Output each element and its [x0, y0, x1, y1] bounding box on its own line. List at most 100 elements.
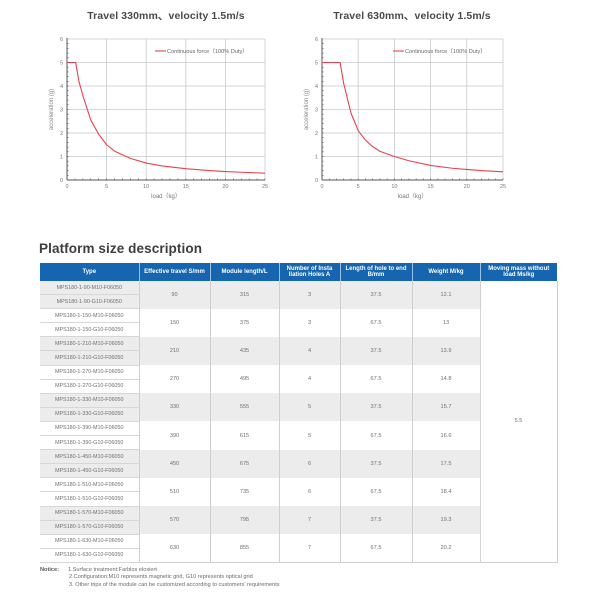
- cell-hole-end: 37.5: [340, 449, 413, 478]
- cell-holes: 7: [279, 506, 341, 535]
- x-tick-label: 0: [65, 184, 68, 190]
- cell-travel: 330: [139, 393, 211, 422]
- cell-length: 735: [210, 477, 280, 506]
- table-row: MPS180-1-630-G10-F06050: [40, 548, 557, 563]
- col-header-length: Module length/L: [210, 263, 280, 281]
- y-tick-label: 6: [315, 37, 318, 43]
- cell-weight: 20.2: [412, 534, 481, 563]
- cell-hole-end: 37.5: [340, 281, 413, 309]
- cell-holes: 4: [279, 365, 341, 394]
- cell-travel: 390: [139, 421, 211, 450]
- platform-size-table: Type Effective travel S/mm Module length…: [40, 263, 558, 563]
- table-row: MPS180-1-90-M10-F06050 90 315 3 37.5 12.1 5.5: [40, 281, 558, 563]
- y-tick-label: 3: [315, 108, 318, 114]
- table-header-row: Type Effective travel S/mm Module length…: [40, 263, 557, 281]
- table-row: MPS180-1-450-G10-F06050: [40, 463, 557, 479]
- cell-hole-end: 37.5: [340, 506, 413, 535]
- notice-item: 2.Configuration:M10 represents magnetic …: [69, 574, 253, 581]
- cell-travel: 450: [139, 449, 211, 478]
- cell-weight: 13: [412, 308, 481, 337]
- table-row: MPS180-1-390-M10-F06050 390 615 5 67.5 16.6: [40, 421, 557, 450]
- col-header-holes: Number of Insta llation Holes A: [279, 263, 341, 281]
- cell-type: MPS180-1-570-G10-F06050: [40, 520, 140, 535]
- notice-item: 1.Surface treatment:Farblos eloxiert: [68, 567, 157, 573]
- cell-hole-end: 67.5: [340, 365, 413, 394]
- cell-length: 855: [210, 534, 280, 563]
- cell-length: 315: [210, 281, 280, 309]
- cell-type: MPS180-1-150-G10-F06050: [40, 322, 140, 338]
- chart-title-330: Travel 330mm、velocity 1.5m/s: [87, 10, 245, 22]
- cell-type: MPS180-1-90-G10-F06050: [40, 294, 140, 310]
- table-row: MPS180-1-630-M10-F06050 630 855 7 67.5 20.2: [40, 534, 557, 563]
- y-tick-label: 0: [315, 178, 318, 184]
- cell-type: MPS180-1-270-G10-F06050: [40, 379, 140, 394]
- x-tick-label: 20: [222, 184, 228, 190]
- table-row: MPS180-1-150-M10-F06050 150 375 3 67.5 13: [40, 308, 557, 337]
- table-row: MPS180-1-450-M10-F06050 450 675 6 37.5 17.5: [40, 449, 557, 478]
- cell-travel: 90: [139, 281, 211, 309]
- section-title: Platform size description: [39, 241, 203, 256]
- cell-holes: 4: [279, 336, 341, 366]
- cell-holes: 5: [279, 421, 341, 450]
- cell-holes: 3: [279, 308, 341, 337]
- cell-holes: 6: [279, 477, 341, 506]
- cell-length: 555: [210, 393, 280, 422]
- cell-weight: 19.3: [412, 506, 481, 535]
- cell-weight: 17.5: [412, 449, 481, 478]
- y-axis-label: acceleration (g): [304, 89, 310, 130]
- x-tick-label: 15: [183, 184, 189, 190]
- table-row: MPS180-1-510-M10-F06050 510 735 6 67.5 18.4: [40, 477, 557, 506]
- y-tick-label: 5: [60, 61, 63, 67]
- acceleration-chart-630: 0 5 10 15 20 25 0 1 2 3 4 5 6 load（kg） acceleration (g…: [304, 37, 506, 200]
- table-row: MPS180-1-270-G10-F06050: [40, 379, 557, 394]
- curve-continuous-force: [322, 61, 504, 173]
- x-tick-label: 20: [464, 184, 470, 190]
- cell-hole-end: 37.5: [340, 336, 413, 366]
- cell-weight: 13.9: [412, 336, 481, 366]
- x-axis-label: load（kg）: [398, 193, 428, 200]
- x-tick-label: 10: [143, 184, 149, 190]
- table-row: MPS180-1-510-G10-F06050: [40, 491, 557, 507]
- col-header-moving-mass: Moving mass without load Ms/kg: [480, 263, 557, 281]
- cell-length: 795: [210, 506, 280, 535]
- cell-type: MPS180-1-630-M10-F06050: [40, 534, 140, 549]
- table-row: MPS180-1-330-G10-F06050: [40, 407, 557, 422]
- x-tick-label: 15: [428, 184, 434, 190]
- cell-type: MPS180-1-210-M10-F06050: [40, 336, 140, 352]
- cell-holes: 7: [279, 534, 341, 563]
- x-tick-label: 0: [320, 184, 323, 190]
- cell-weight: 18.4: [412, 477, 481, 506]
- table-row: MPS180-1-570-M10-F06050 570 795 7 37.5 19.3: [40, 506, 557, 535]
- cell-travel: 270: [139, 365, 211, 394]
- y-tick-label: 2: [60, 131, 63, 137]
- cell-type: MPS180-1-150-M10-F06050: [40, 308, 140, 324]
- cell-type: MPS180-1-390-M10-F06050: [40, 421, 140, 437]
- cell-weight: 12.1: [412, 281, 481, 309]
- table-row: MPS180-1-210-G10-F06050: [40, 350, 557, 366]
- table-row: MPS180-1-570-G10-F06050: [40, 520, 557, 535]
- x-axis-label: load（kg）: [151, 193, 181, 200]
- table-row: MPS180-1-150-G10-F06050: [40, 322, 557, 338]
- legend-label: Continuous force（100% Duty）: [405, 48, 486, 55]
- y-tick-label: 3: [60, 108, 63, 114]
- cell-type: MPS180-1-510-G10-F06050: [40, 491, 140, 507]
- cell-hole-end: 67.5: [340, 308, 413, 337]
- col-header-weight: Weight M/kg: [412, 263, 481, 281]
- cell-weight: 16.6: [412, 421, 481, 450]
- cell-length: 435: [210, 336, 280, 366]
- x-tick-label: 25: [262, 184, 268, 190]
- curve-continuous-force: [67, 61, 266, 174]
- table-row: MPS180-1-210-M10-F06050 210 435 4 37.5 13.9: [40, 336, 557, 366]
- cell-length: 675: [210, 449, 280, 478]
- cell-type: MPS180-1-570-M10-F06050: [40, 506, 140, 521]
- y-tick-label: 0: [60, 178, 63, 184]
- cell-type: MPS180-1-330-G10-F06050: [40, 407, 140, 422]
- cell-type: MPS180-1-330-M10-F06050: [40, 393, 140, 408]
- y-tick-label: 5: [315, 61, 318, 67]
- cell-weight: 14.8: [412, 365, 481, 394]
- cell-holes: 5: [279, 393, 341, 422]
- cell-moving-mass: 5.5: [479, 281, 558, 563]
- y-tick-label: 4: [60, 84, 63, 90]
- table-row: MPS180-1-390-G10-F06050: [40, 435, 557, 451]
- cell-type: MPS180-1-450-G10-F06050: [40, 463, 140, 479]
